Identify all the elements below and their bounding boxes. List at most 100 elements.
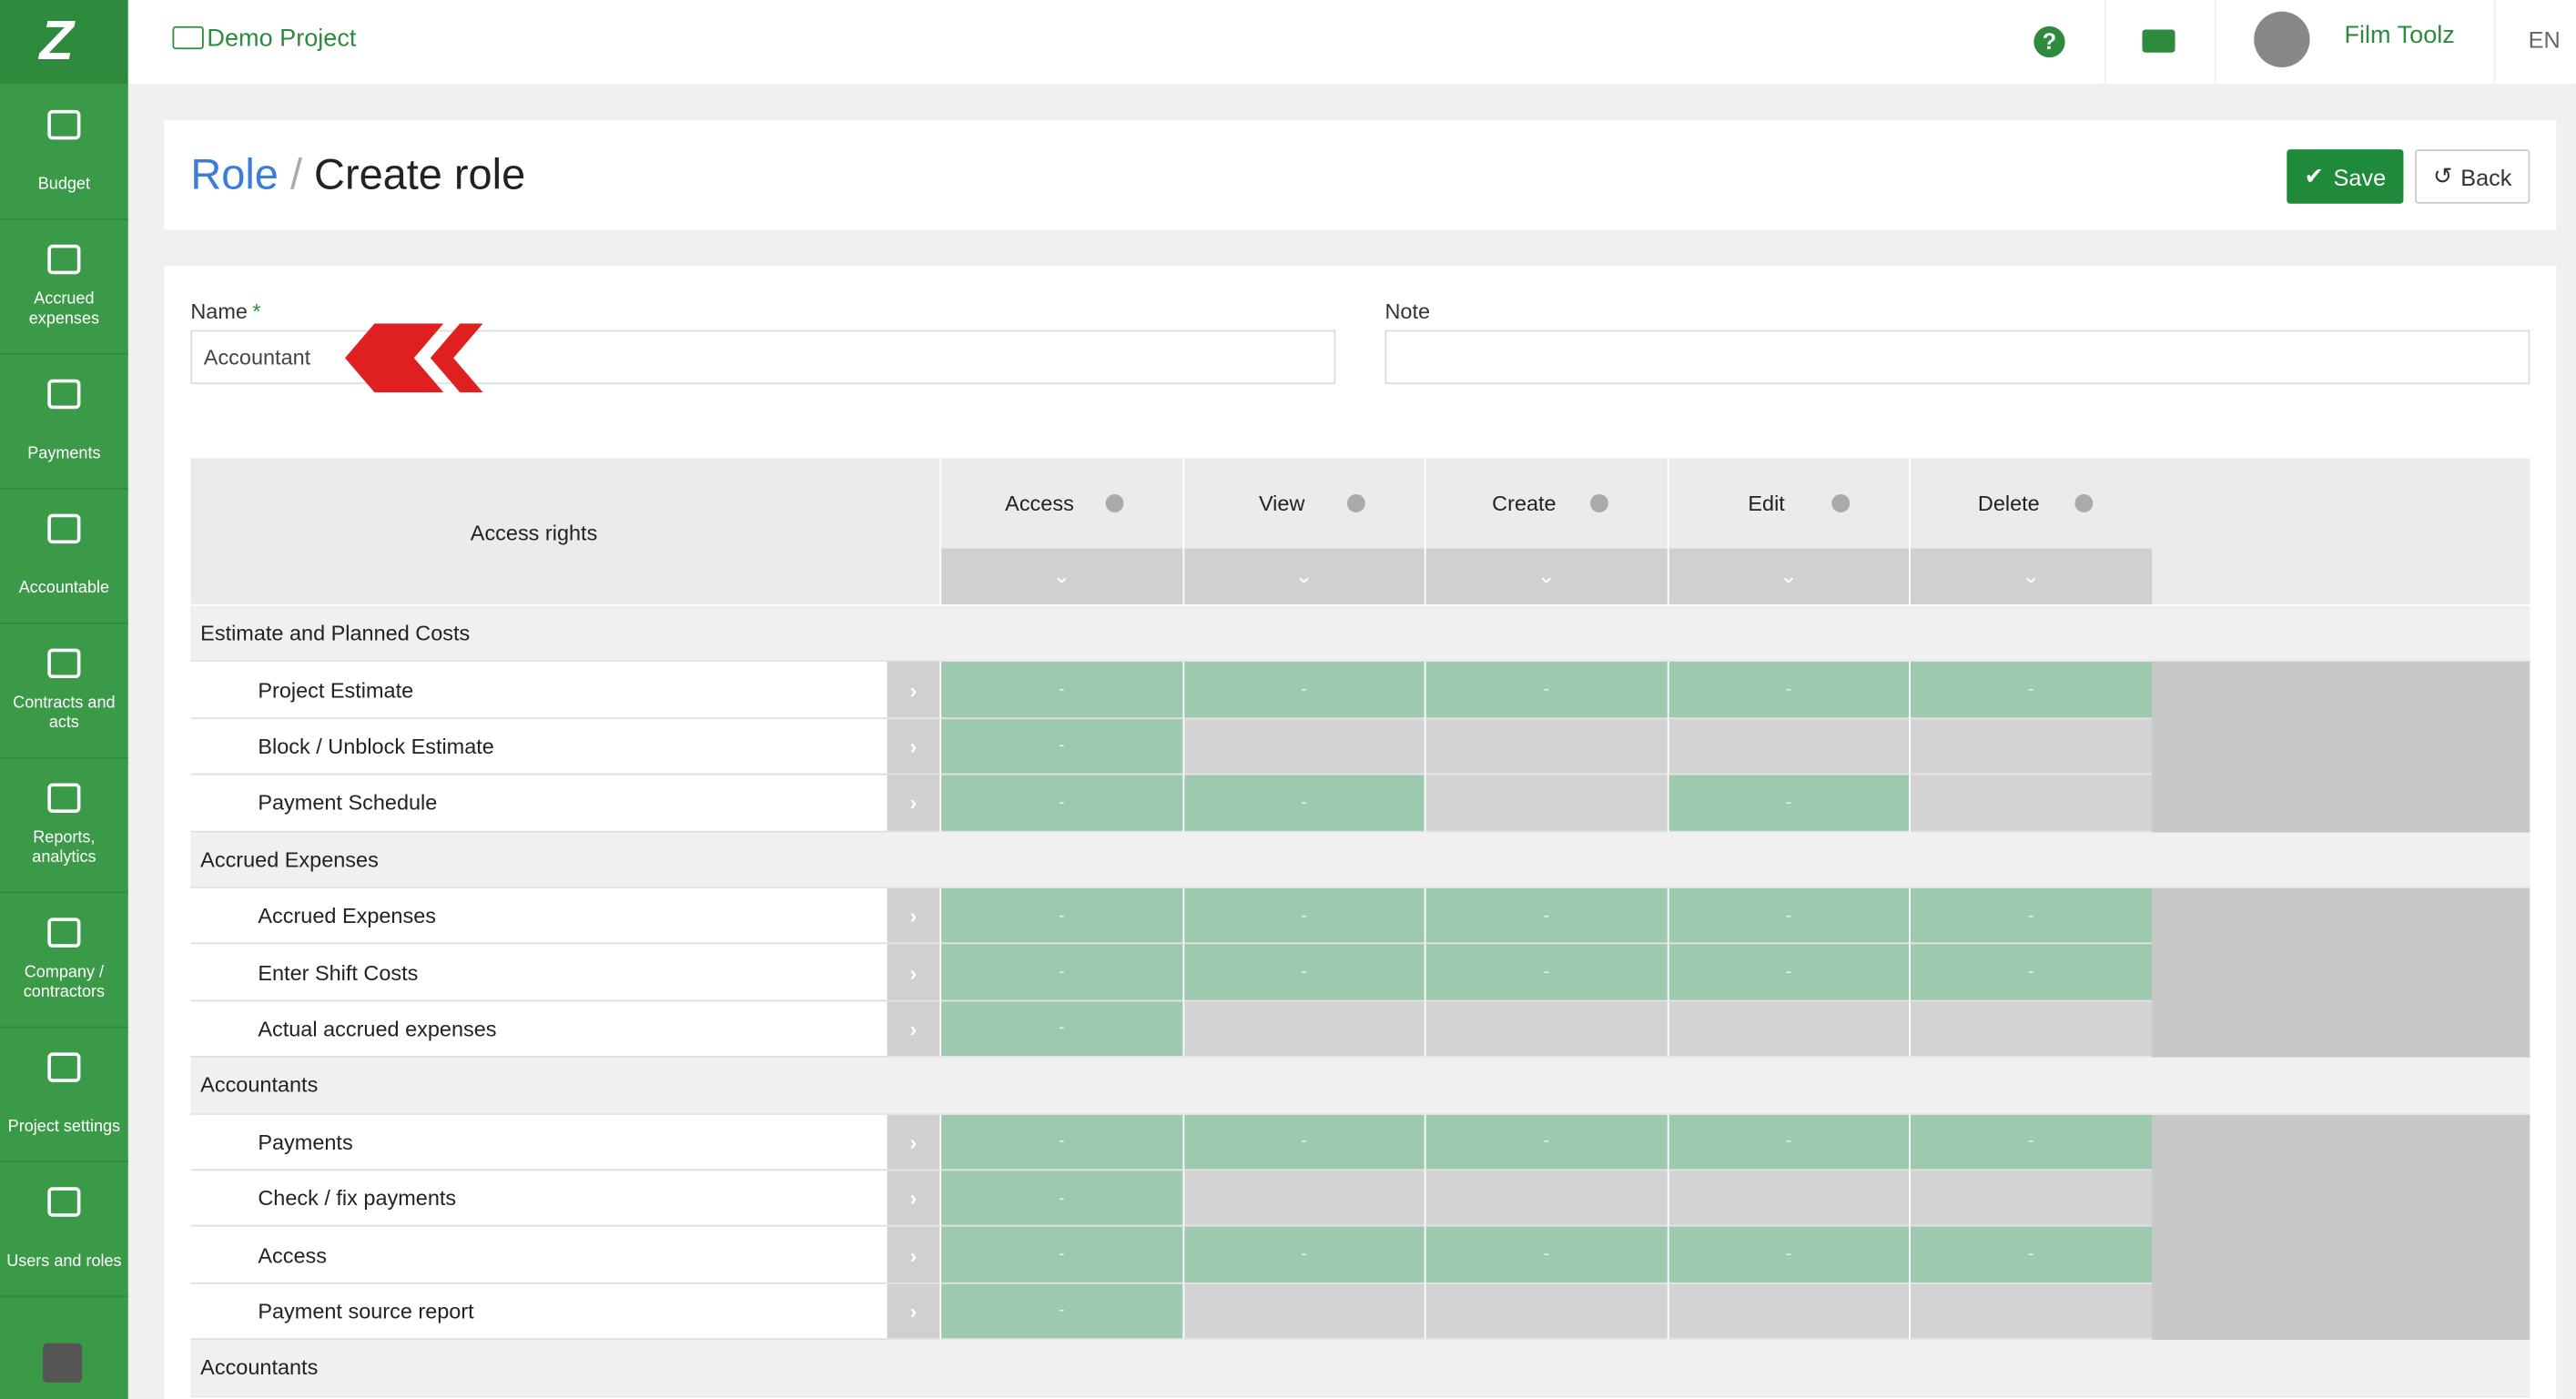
column-header: View <box>1258 491 1305 516</box>
row-label: Payments <box>190 1114 887 1171</box>
permission-cell[interactable]: - <box>1182 662 1425 719</box>
project-link[interactable]: Demo Project <box>207 25 357 53</box>
language[interactable]: EN <box>2528 25 2561 53</box>
expand-button[interactable]: › <box>887 945 940 1002</box>
disabled-cell <box>1909 1001 2152 1059</box>
disabled-cell <box>1909 1171 2152 1228</box>
sidebar-item[interactable]: Project settings <box>0 1027 128 1163</box>
column-divider <box>1182 458 1184 604</box>
permission-cell[interactable]: - <box>1666 887 1910 946</box>
sidebar-label: Accountable <box>18 579 110 598</box>
permission-cell[interactable]: - <box>939 718 1182 776</box>
permission-cell[interactable]: - <box>939 662 1182 719</box>
expand-button[interactable]: › <box>887 718 940 776</box>
disabled-cell <box>1666 1283 1910 1341</box>
expand-button[interactable]: › <box>887 887 940 946</box>
permission-cell[interactable]: - <box>939 945 1182 1002</box>
permission-cell[interactable]: - <box>1182 1227 1425 1284</box>
permission-cell[interactable]: - <box>1666 1227 1910 1284</box>
permission-cell[interactable]: - <box>1182 1114 1425 1171</box>
permission-cell[interactable]: - <box>1666 945 1910 1002</box>
permission-cell[interactable]: - <box>1909 945 2152 1002</box>
sidebar-item[interactable]: Budget <box>0 84 128 220</box>
disabled-cell <box>1424 718 1667 776</box>
section-header: Accountants <box>190 1058 2530 1115</box>
column-dropdown[interactable]: ⌄ <box>1668 548 1910 604</box>
permission-cell[interactable]: - <box>1909 662 2152 719</box>
permission-cell[interactable]: - <box>939 1227 1182 1284</box>
column-dropdown[interactable]: ⌄ <box>941 548 1182 604</box>
sidebar-label: Company / contractors <box>23 963 106 1002</box>
permission-cell[interactable]: - <box>1424 662 1667 719</box>
name-label: Name <box>190 299 248 324</box>
permission-cell[interactable]: - <box>1666 775 1910 832</box>
header-cell: Access rights <box>470 520 598 545</box>
permission-cell[interactable]: - <box>1909 1114 2152 1171</box>
row-label: Actual accrued expenses <box>190 1001 887 1059</box>
help-icon[interactable]: ? <box>2033 25 2065 58</box>
permission-cell[interactable]: - <box>939 887 1182 946</box>
mail-icon[interactable] <box>2142 29 2175 53</box>
column-dropdown[interactable]: ⌄ <box>1183 548 1425 604</box>
disabled-cell <box>1182 1001 1425 1059</box>
sidebar-item[interactable]: Company / contractors <box>0 892 128 1029</box>
expand-button[interactable]: › <box>887 1171 940 1228</box>
permission-cell[interactable]: - <box>939 775 1182 832</box>
separator: / <box>289 149 302 199</box>
permission-cell[interactable]: - <box>1424 945 1667 1002</box>
back-label: Back <box>2460 163 2512 190</box>
required-mark: * <box>252 299 261 324</box>
permission-cell[interactable]: - <box>1424 887 1667 946</box>
permission-cell[interactable]: - <box>1666 1114 1910 1171</box>
permission-cell[interactable]: - <box>1182 887 1425 946</box>
expand-button[interactable]: › <box>887 1114 940 1171</box>
permission-cell[interactable]: - <box>939 1001 1182 1059</box>
vk-icon[interactable] <box>42 1343 83 1383</box>
row-label: Accrued Expenses <box>190 887 887 946</box>
expand-button[interactable]: › <box>887 775 940 832</box>
permission-cell[interactable]: - <box>1666 662 1910 719</box>
column-divider <box>939 458 942 604</box>
sidebar-label: Payments <box>27 444 101 463</box>
rights-table: Access rights Access ⌄ View ⌄ Create ⌄ Edit ⌄ Del… <box>190 458 2530 1399</box>
back-button[interactable]: ↺ Back <box>2415 149 2530 204</box>
save-button[interactable]: ✔ Save <box>2287 149 2404 204</box>
permission-cell[interactable]: - <box>939 1171 1182 1228</box>
column-divider <box>1909 458 1911 604</box>
sidebar-item[interactable]: Accountable <box>0 488 128 624</box>
disabled-cell <box>1666 1001 1910 1059</box>
note-input[interactable] <box>1384 329 2530 385</box>
expand-button[interactable]: › <box>887 1001 940 1059</box>
permission-cell[interactable]: - <box>1909 887 2152 946</box>
avatar[interactable] <box>2254 11 2310 67</box>
save-label: Save <box>2333 163 2387 190</box>
permission-cell[interactable]: - <box>1182 775 1425 832</box>
row-label: Access <box>190 1227 887 1284</box>
sidebar-item[interactable]: Reports, analytics <box>0 757 128 894</box>
sidebar-item[interactable]: Payments <box>0 353 128 490</box>
sidebar-item[interactable]: Accrued expenses <box>0 218 128 355</box>
expand-button[interactable]: › <box>887 662 940 719</box>
disabled-cell <box>1182 1171 1425 1228</box>
row-label: Enter Shift Costs <box>190 945 887 1002</box>
permission-cell[interactable]: - <box>1182 945 1425 1002</box>
row-label: Check / fix payments <box>190 1171 887 1228</box>
column-dropdown[interactable]: ⌄ <box>1910 548 2152 604</box>
sidebar-icon <box>47 1052 81 1082</box>
permission-cell[interactable]: - <box>1424 1114 1667 1171</box>
column-dropdown[interactable]: ⌄ <box>1425 548 1667 604</box>
sidebar-icon <box>47 513 81 544</box>
permission-cell[interactable]: - <box>939 1114 1182 1171</box>
sidebar-item[interactable]: Users and roles <box>0 1161 128 1298</box>
expand-button[interactable]: › <box>887 1283 940 1341</box>
expand-button[interactable]: › <box>887 1227 940 1284</box>
breadcrumb[interactable]: Role <box>190 149 279 199</box>
permission-cell[interactable]: - <box>1424 1227 1667 1284</box>
permission-cell[interactable]: - <box>939 1283 1182 1341</box>
permission-cell[interactable]: - <box>1909 1227 2152 1284</box>
sidebar-icon <box>47 917 81 948</box>
sidebar-icon <box>47 109 81 140</box>
sidebar-item[interactable]: Contracts and acts <box>0 623 128 759</box>
user-name[interactable]: Film Toolz <box>2344 21 2455 50</box>
